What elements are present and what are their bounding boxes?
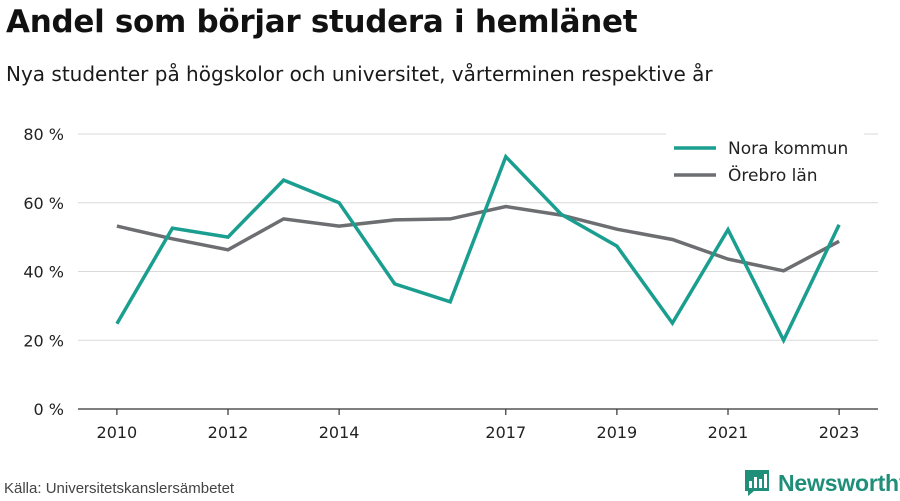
x-tick-label: 2023	[819, 423, 860, 442]
legend-entry: Nora kommun	[728, 139, 848, 159]
y-tick-label: 20 %	[23, 331, 64, 350]
y-tick-label: 60 %	[23, 194, 64, 213]
x-tick-label: 2014	[319, 423, 360, 442]
y-tick-label: 80 %	[23, 125, 64, 144]
y-tick-label: 0 %	[34, 400, 64, 419]
y-tick-label: 40 %	[23, 263, 64, 282]
newsworthy-logo-icon	[744, 469, 770, 497]
x-tick-label: 2019	[597, 423, 638, 442]
chart-subtitle: Nya studenter på högskolor och universit…	[6, 62, 713, 86]
line-chart: 0 % 20 % 40 % 60 % 80 % 2010 2012 2014 2017 2019…	[23, 125, 878, 442]
series-line-nora-kommun	[115, 153, 841, 345]
series-lines	[115, 153, 841, 345]
x-tick-label: 2010	[97, 423, 138, 442]
x-axis-ticks: 2010 2012 2014 2017 2019 2021 2023	[97, 409, 860, 442]
y-axis-ticks: 0 % 20 % 40 % 60 % 80 %	[23, 125, 64, 419]
legend-entry: Örebro län	[728, 164, 818, 186]
x-tick-label: 2017	[485, 423, 526, 442]
brand-name: Newsworthy	[778, 469, 900, 496]
x-tick-label: 2012	[208, 423, 249, 442]
source-note: Källa: Universitetskanslersämbetet	[4, 480, 235, 497]
brand-logo-block: Newsworthy	[744, 467, 900, 499]
legend-background	[666, 128, 864, 194]
series-line-örebro-län	[116, 204, 840, 273]
legend: Nora kommun Örebro län	[666, 128, 864, 194]
chart-title: Andel som börjar studera i hemlänet	[6, 4, 638, 40]
x-tick-label: 2021	[708, 423, 749, 442]
